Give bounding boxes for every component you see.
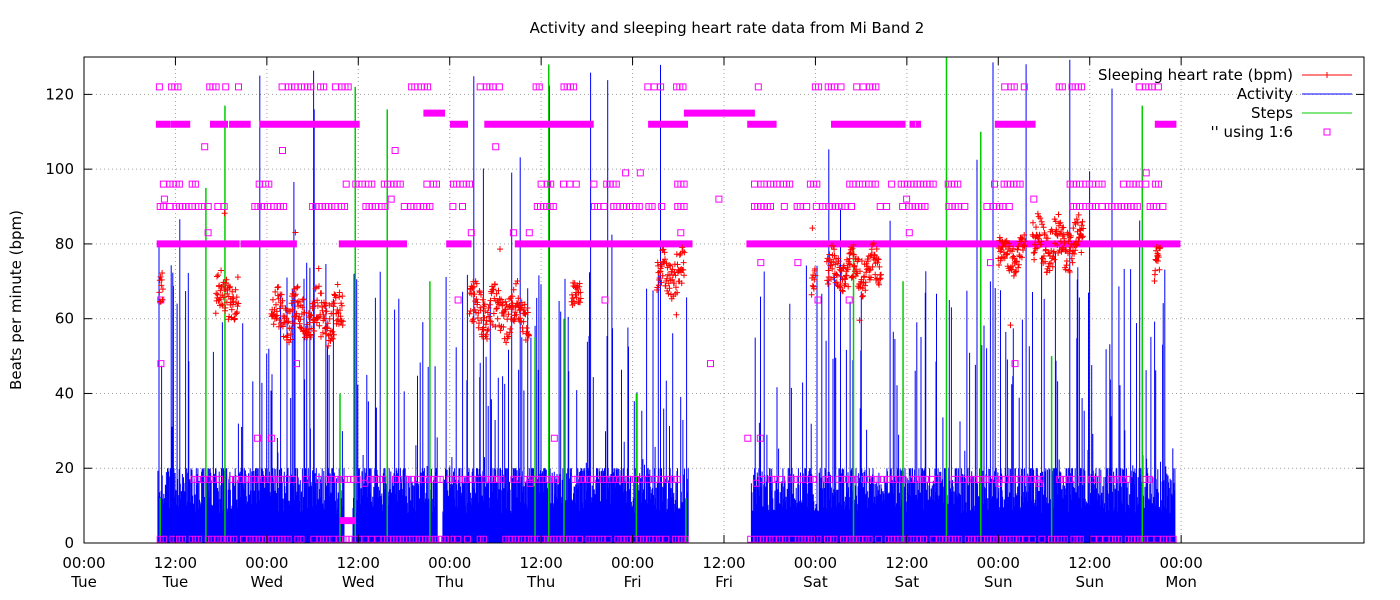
legend-entry-label: Sleeping heart rate (bpm) bbox=[1098, 66, 1293, 84]
x-tick-label-time: 12:00 bbox=[885, 554, 928, 572]
y-tick-label: 80 bbox=[55, 235, 74, 253]
plot-frame bbox=[83, 56, 1365, 544]
y-tick-label: 120 bbox=[45, 85, 74, 103]
legend-entry-label: Activity bbox=[1237, 85, 1293, 103]
x-tick-label-day: Fri bbox=[624, 573, 642, 591]
y-tick-label: 20 bbox=[55, 459, 74, 477]
legend-entry-label: '' using 1:6 bbox=[1211, 123, 1293, 141]
x-tick-label-time: 12:00 bbox=[1068, 554, 1111, 572]
legend: Sleeping heart rate (bpm)ActivitySteps''… bbox=[1098, 66, 1352, 141]
sleeping-heart-rate-series bbox=[156, 210, 1164, 349]
y-tick-label: 0 bbox=[64, 534, 74, 552]
axis-layer: 02040608010012000:00Tue12:00Tue00:00Wed1… bbox=[45, 56, 1365, 591]
x-tick-label-time: 00:00 bbox=[245, 554, 288, 572]
x-tick-label-time: 00:00 bbox=[794, 554, 837, 572]
x-tick-label-time: 00:00 bbox=[62, 554, 105, 572]
x-tick-label-time: 12:00 bbox=[520, 554, 563, 572]
x-tick-label-day: Sat bbox=[895, 573, 920, 591]
y-tick-label: 40 bbox=[55, 384, 74, 402]
x-tick-label-day: Sat bbox=[803, 573, 828, 591]
x-tick-label-day: Tue bbox=[162, 573, 189, 591]
x-tick-label-time: 00:00 bbox=[977, 554, 1020, 572]
y-tick-label: 100 bbox=[45, 160, 74, 178]
x-tick-label-day: Sun bbox=[1075, 573, 1104, 591]
legend-entry-marker bbox=[1324, 72, 1330, 78]
x-tick-label-day: Mon bbox=[1165, 573, 1197, 591]
activity-impulses bbox=[157, 59, 1176, 543]
x-tick-label-time: 12:00 bbox=[337, 554, 380, 572]
x-tick-label-time: 00:00 bbox=[611, 554, 654, 572]
x-tick-label-time: 00:00 bbox=[428, 554, 471, 572]
x-tick-label-day: Fri bbox=[715, 573, 733, 591]
chart-title: Activity and sleeping heart rate data fr… bbox=[530, 19, 925, 37]
y-axis-label: Beats per minute (bpm) bbox=[7, 210, 25, 390]
legend-entry-label: Steps bbox=[1251, 104, 1293, 122]
x-tick-label-day: Sun bbox=[984, 573, 1013, 591]
sleeping-hr-markers bbox=[156, 210, 1164, 349]
y-tick-label: 60 bbox=[55, 310, 74, 328]
x-tick-label-day: Thu bbox=[435, 573, 464, 591]
activity-series bbox=[157, 59, 1176, 543]
x-tick-label-time: 12:00 bbox=[702, 554, 745, 572]
x-tick-label-day: Wed bbox=[251, 573, 284, 591]
x-tick-label-day: Wed bbox=[342, 573, 375, 591]
grid-layer bbox=[83, 57, 1364, 544]
x-tick-label-day: Thu bbox=[526, 573, 555, 591]
x-tick-label-time: 00:00 bbox=[1160, 554, 1203, 572]
x-tick-label-time: 12:00 bbox=[154, 554, 197, 572]
legend-entry-marker bbox=[1323, 128, 1331, 136]
x-tick-label-day: Tue bbox=[70, 573, 97, 591]
